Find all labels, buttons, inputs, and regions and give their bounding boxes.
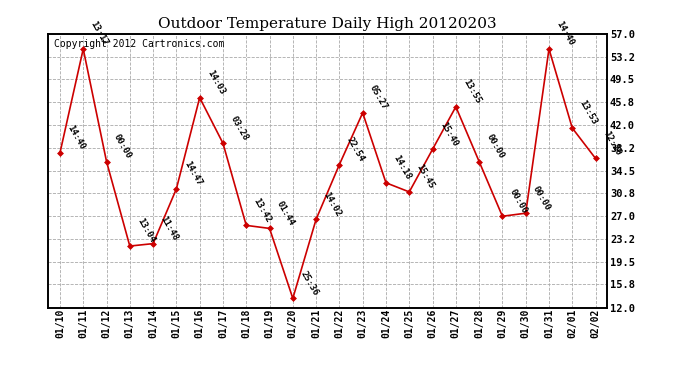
Text: 15:45: 15:45: [415, 163, 436, 190]
Text: 03:28: 03:28: [228, 114, 250, 142]
Text: 00:00: 00:00: [484, 132, 506, 160]
Text: 25:36: 25:36: [298, 269, 319, 297]
Text: 14:02: 14:02: [322, 190, 343, 218]
Text: 12:20: 12:20: [601, 129, 622, 157]
Text: 01:44: 01:44: [275, 199, 296, 227]
Text: 13:53: 13:53: [578, 99, 599, 127]
Text: 13:55: 13:55: [462, 78, 482, 105]
Text: 14:40: 14:40: [66, 124, 87, 152]
Text: 15:40: 15:40: [438, 120, 460, 148]
Text: 14:47: 14:47: [182, 160, 203, 188]
Text: 00:00: 00:00: [531, 184, 553, 212]
Text: 13:17: 13:17: [89, 20, 110, 48]
Text: 22:54: 22:54: [345, 135, 366, 163]
Text: 05:27: 05:27: [368, 84, 389, 111]
Text: 13:04: 13:04: [135, 217, 157, 244]
Title: Outdoor Temperature Daily High 20120203: Outdoor Temperature Daily High 20120203: [159, 17, 497, 31]
Text: 00:00: 00:00: [508, 187, 529, 215]
Text: 00:00: 00:00: [112, 132, 133, 160]
Text: 11:48: 11:48: [159, 214, 180, 242]
Text: Copyright 2012 Cartronics.com: Copyright 2012 Cartronics.com: [54, 39, 224, 49]
Text: 13:42: 13:42: [252, 196, 273, 224]
Text: 14:03: 14:03: [205, 69, 226, 96]
Text: 14:18: 14:18: [391, 154, 413, 182]
Text: 14:40: 14:40: [555, 20, 575, 48]
